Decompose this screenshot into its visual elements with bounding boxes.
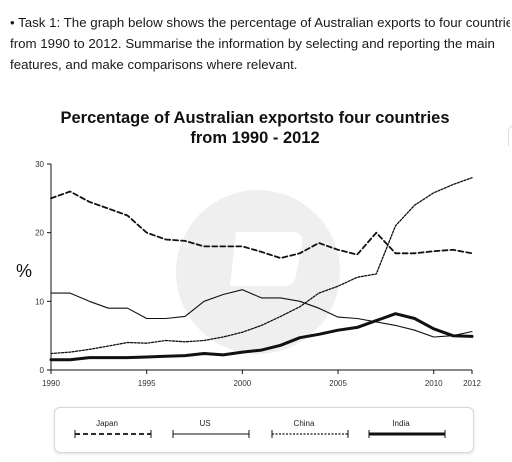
y-axis-label: % xyxy=(16,261,32,281)
chart-title-line-1: Percentage of Australian exportsto four … xyxy=(60,109,450,127)
task-description: • Task 1: The graph below shows the perc… xyxy=(10,12,510,75)
legend-label-china: China xyxy=(294,419,315,428)
chart-series xyxy=(49,177,474,362)
chart-title: Percentage of Australian exportsto four … xyxy=(20,108,490,148)
task-line-1: • Task 1: The graph below shows the perc… xyxy=(10,15,510,30)
scrollbar-edge xyxy=(508,125,512,146)
legend-box xyxy=(54,407,474,453)
series-line-india xyxy=(49,312,474,362)
x-tick-label: 2010 xyxy=(425,379,443,388)
chart-legend: Japan US China India xyxy=(74,419,446,438)
y-tick-label: 20 xyxy=(35,229,44,238)
x-tick-label: 1990 xyxy=(42,379,60,388)
watermark-glyph xyxy=(230,232,303,286)
watermark xyxy=(176,190,340,354)
series-line-us xyxy=(50,289,473,338)
x-tick-label: 2000 xyxy=(233,379,251,388)
series-line-japan xyxy=(50,190,473,260)
y-tick-label: 0 xyxy=(40,366,45,375)
x-tick-label: 2012 xyxy=(463,379,481,388)
task-line-2: from 1990 to 2012. Summarise the informa… xyxy=(10,36,495,51)
chart-title-line-2: from 1990 - 2012 xyxy=(190,129,320,147)
series-line-china xyxy=(50,177,473,355)
y-tick-label: 30 xyxy=(35,160,44,169)
y-tick-label: 10 xyxy=(35,297,44,306)
x-tick-label: 1995 xyxy=(138,379,156,388)
chart-axes: 0 10 20 30 1990 1995 2000 2005 2010 2012% xyxy=(16,160,481,388)
legend-label-us: US xyxy=(199,419,210,428)
legend-label-india: India xyxy=(392,419,410,428)
task-line-3: features, and make comparisons where rel… xyxy=(10,57,298,72)
x-tick-label: 2005 xyxy=(329,379,347,388)
legend-label-japan: Japan xyxy=(96,419,118,428)
